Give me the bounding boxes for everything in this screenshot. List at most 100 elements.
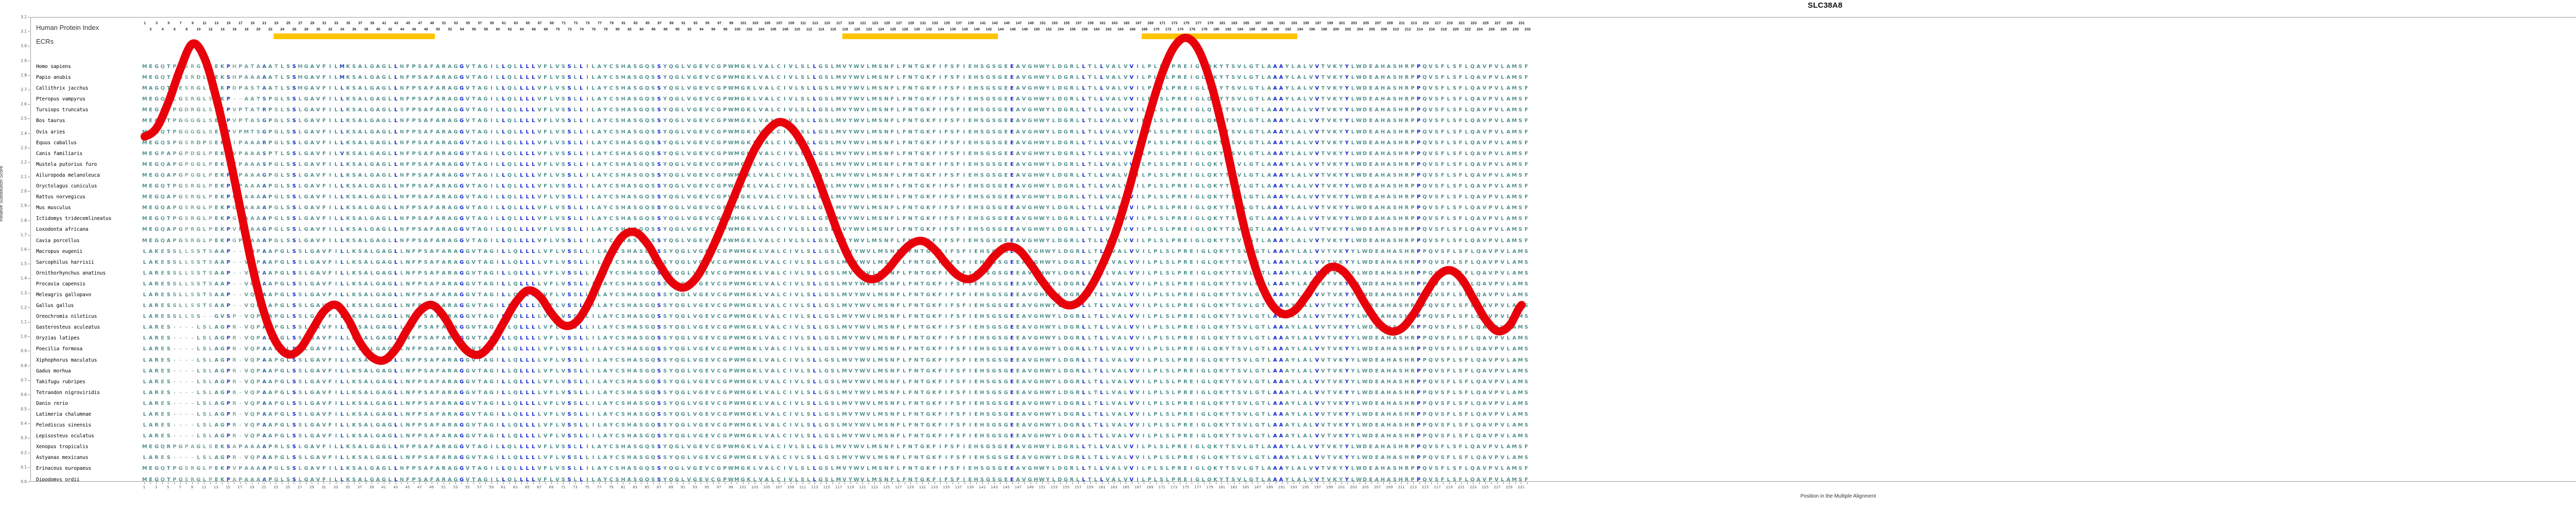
species-label[interactable]: Rattus norvegicus — [36, 194, 86, 200]
species-label[interactable]: Mustela putorius furo — [36, 161, 97, 167]
species-label[interactable]: Loxodonta africana — [36, 227, 89, 233]
species-label[interactable]: Xenopus tropicalis — [36, 444, 89, 450]
species-label[interactable]: Erinaceus europaeus — [36, 466, 91, 472]
residue: G — [645, 270, 650, 276]
ecr-bar[interactable] — [1141, 33, 1297, 39]
residue: Y — [849, 86, 853, 92]
species-label[interactable]: Gasterosteus aculeatus — [36, 325, 100, 331]
residue: S — [633, 183, 637, 190]
ruler-position-number: 166 — [1129, 28, 1136, 31]
residue: T — [471, 118, 476, 124]
species-label[interactable]: Latimeria chalumnae — [36, 412, 91, 417]
species-label[interactable]: Macropus eugenii — [36, 248, 83, 254]
residue: A — [423, 107, 428, 113]
residue: V — [705, 64, 709, 70]
ruler-position-number: 56 — [472, 28, 476, 31]
species-label[interactable]: Oryctolagus cuniculus — [36, 183, 97, 190]
residue: E — [1183, 227, 1188, 233]
ecr-bar[interactable] — [273, 33, 435, 39]
species-label[interactable]: Ailuropoda melanoleuca — [36, 172, 100, 178]
residue: Y — [609, 248, 613, 254]
species-label[interactable]: Ovis aries — [36, 129, 65, 135]
residue: M — [1512, 118, 1517, 124]
residue: Q — [669, 64, 673, 70]
residue: V — [465, 161, 470, 167]
species-label[interactable]: Pelodiscus sinensis — [36, 422, 91, 429]
residue: L — [520, 227, 523, 233]
species-label[interactable]: Bos taurus — [36, 118, 65, 124]
y-axis-tickmark — [28, 31, 30, 32]
residue: V — [1429, 118, 1433, 124]
residue: G — [196, 172, 201, 178]
residue: H — [1398, 107, 1403, 113]
residue: L — [514, 75, 517, 81]
species-label[interactable]: Canis familiaris — [36, 150, 83, 157]
species-label[interactable]: Callithrix jacchus — [36, 86, 89, 92]
residue: P — [238, 140, 243, 146]
residue: E — [1369, 172, 1373, 178]
residue: P — [1411, 227, 1415, 233]
species-label[interactable]: Pteropus vampyrus — [36, 96, 86, 103]
species-label[interactable]: Ornithorhynchus anatinus — [36, 270, 106, 276]
residue: A — [597, 194, 601, 200]
y-axis-tickmark — [28, 423, 30, 424]
species-label[interactable]: Poecilia formosa — [36, 346, 83, 352]
residue: A — [1303, 270, 1307, 276]
species-label[interactable]: Dipodomys ordii — [36, 476, 80, 482]
residue: G — [155, 96, 159, 103]
residue: P — [1411, 237, 1415, 244]
residue: G — [155, 75, 159, 81]
species-label[interactable]: Meleagris gallopavo — [36, 292, 91, 298]
residue: F — [1524, 118, 1528, 124]
residue: V — [1429, 64, 1433, 70]
residue: D — [1063, 270, 1068, 276]
residue: V — [465, 64, 470, 70]
species-label[interactable]: Astyanax mexicanus — [36, 455, 89, 461]
residue: L — [143, 259, 146, 265]
residue: K — [220, 129, 225, 135]
residue: L — [1465, 75, 1468, 81]
species-label[interactable]: Cavia porcellus — [36, 237, 80, 244]
residue: G — [997, 183, 1002, 190]
species-label[interactable]: Equus caballus — [36, 140, 77, 146]
residue: P — [1411, 64, 1415, 70]
species-label[interactable]: Homo sapiens — [36, 64, 71, 70]
residue: G — [692, 205, 697, 211]
residue: S — [352, 172, 356, 178]
species-label[interactable]: Xiphophorus maculatus — [36, 357, 97, 363]
species-label[interactable]: Papio anubis — [36, 75, 71, 81]
species-label[interactable]: Sarcophilus harrisii — [36, 259, 94, 265]
residue: L — [681, 140, 685, 146]
species-label[interactable]: Danio rerio — [36, 400, 68, 406]
species-label[interactable]: Mus musculus — [36, 205, 71, 211]
species-label[interactable]: Oreochromis niloticus — [36, 314, 97, 320]
residue: S — [657, 227, 661, 233]
residue: M — [142, 183, 147, 190]
residue: V — [1327, 75, 1331, 81]
residue: M — [297, 64, 303, 70]
residue: A — [310, 64, 314, 70]
species-label[interactable]: Lepisosteus oculatus — [36, 433, 94, 439]
ecr-bar[interactable] — [842, 33, 998, 39]
residue: S — [418, 161, 422, 167]
species-label[interactable]: Procavia capensis — [36, 281, 86, 287]
species-label[interactable]: Oryzias latipes — [36, 335, 80, 342]
residue: P — [238, 150, 243, 157]
residue: V — [316, 216, 320, 222]
species-label[interactable]: Gallus gallus — [36, 303, 74, 309]
residue: S — [657, 96, 661, 103]
species-label[interactable]: Ictidomys tridecemlineatus — [36, 216, 112, 222]
residue: H — [974, 205, 978, 211]
species-label[interactable]: Takifugu rubripes — [36, 379, 86, 385]
residue: E — [968, 140, 972, 146]
species-label[interactable]: Tetraodon nigroviridis — [36, 389, 100, 396]
residue: K — [1333, 86, 1337, 92]
residue: W — [1356, 227, 1362, 233]
residue: G — [740, 237, 745, 244]
species-label[interactable]: Tursiops truncatus — [36, 107, 89, 113]
residue: F — [902, 216, 906, 222]
species-label[interactable]: Gadus morhua — [36, 368, 71, 374]
residue: L — [1291, 161, 1295, 167]
residue: E — [699, 140, 703, 146]
residue: Q — [513, 270, 518, 276]
